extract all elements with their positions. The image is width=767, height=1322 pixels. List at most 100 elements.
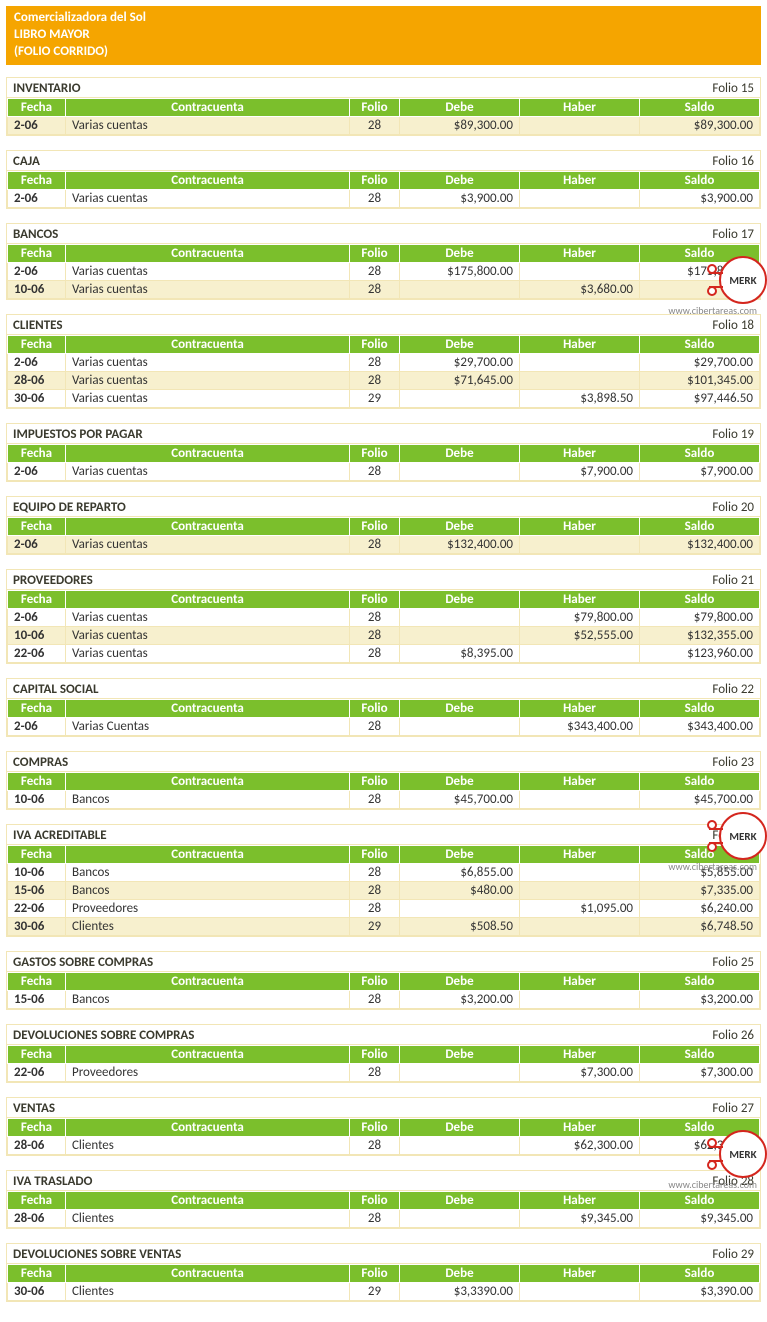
cell-saldo: $89,300.00 xyxy=(640,116,760,134)
ledger-account-name: DEVOLUCIONES SOBRE COMPRAS xyxy=(13,1028,194,1043)
column-header: Folio xyxy=(350,1191,400,1209)
cell-folio: 28 xyxy=(350,863,400,881)
ledger-table: FechaContracuentaFolioDebeHaberSaldo2-06… xyxy=(7,98,760,135)
column-header: Folio xyxy=(350,845,400,863)
column-header: Contracuenta xyxy=(66,335,350,353)
ledger-folio-label: Folio 27 xyxy=(712,1101,754,1116)
column-header: Fecha xyxy=(8,444,66,462)
ledger-section: CAJAFolio 16FechaContracuentaFolioDebeHa… xyxy=(6,150,761,209)
ledger-row: 22-06Varias cuentas28$8,395.00$123,960.0… xyxy=(8,644,760,662)
cell-contracuenta: Varias cuentas xyxy=(66,353,350,371)
cell-haber xyxy=(520,535,640,553)
cell-contracuenta: Varias cuentas xyxy=(66,262,350,280)
column-header: Saldo xyxy=(640,1191,760,1209)
column-header: Debe xyxy=(400,244,520,262)
ledger-folio-label: Folio 22 xyxy=(712,682,754,697)
ledger-section: COMPRASFolio 23FechaContracuentaFolioDeb… xyxy=(6,751,761,810)
ledger-folio-label: Folio 17 xyxy=(712,227,754,242)
document-header: Comercializadora del Sol LIBRO MAYOR (FO… xyxy=(6,6,761,65)
ledger-account-name: BANCOS xyxy=(13,227,58,242)
column-header: Haber xyxy=(520,517,640,535)
column-header: Contracuenta xyxy=(66,1118,350,1136)
cell-haber: $52,555.00 xyxy=(520,626,640,644)
cell-fecha: 28-06 xyxy=(8,1209,66,1227)
column-header: Contracuenta xyxy=(66,972,350,990)
column-header: Debe xyxy=(400,1118,520,1136)
column-header: Saldo xyxy=(640,1045,760,1063)
ledger-title-bar: CLIENTESFolio 18 xyxy=(7,315,760,335)
ledger-title-bar: GASTOS SOBRE COMPRASFolio 25 xyxy=(7,952,760,972)
cell-folio: 28 xyxy=(350,644,400,662)
cell-folio: 28 xyxy=(350,280,400,298)
column-header: Haber xyxy=(520,1045,640,1063)
cell-haber xyxy=(520,990,640,1008)
report-title: LIBRO MAYOR xyxy=(14,27,753,44)
column-header: Haber xyxy=(520,699,640,717)
ledger-row: 22-06Proveedores28$1,095.00$6,240.00 xyxy=(8,899,760,917)
cell-saldo: $3,200.00 xyxy=(640,990,760,1008)
ledger-table: FechaContracuentaFolioDebeHaberSaldo2-06… xyxy=(7,171,760,208)
cell-saldo: $7,900.00 xyxy=(640,462,760,480)
column-header: Saldo xyxy=(640,335,760,353)
ledger-folio-label: Folio 26 xyxy=(712,1028,754,1043)
column-header: Haber xyxy=(520,772,640,790)
ledger-row: 22-06Proveedores28$7,300.00$7,300.00 xyxy=(8,1063,760,1081)
column-header: Haber xyxy=(520,845,640,863)
cell-debe xyxy=(400,626,520,644)
column-header: Haber xyxy=(520,972,640,990)
ledger-row: 28-06Varias cuentas28$71,645.00$101,345.… xyxy=(8,371,760,389)
column-header: Saldo xyxy=(640,590,760,608)
cell-contracuenta: Varias cuentas xyxy=(66,189,350,207)
cell-debe: $89,300.00 xyxy=(400,116,520,134)
column-header: Fecha xyxy=(8,1118,66,1136)
cell-debe xyxy=(400,1209,520,1227)
cell-fecha: 2-06 xyxy=(8,353,66,371)
column-header: Fecha xyxy=(8,1191,66,1209)
cell-haber: $3,898.50 xyxy=(520,389,640,407)
column-header: Contracuenta xyxy=(66,699,350,717)
cell-saldo: $6,240.00 xyxy=(640,899,760,917)
cell-saldo: $6,748.50 xyxy=(640,917,760,935)
cell-fecha: 10-06 xyxy=(8,626,66,644)
column-header: Contracuenta xyxy=(66,1045,350,1063)
column-header: Debe xyxy=(400,171,520,189)
cell-fecha: 30-06 xyxy=(8,389,66,407)
ledger-section: PROVEEDORESFolio 21FechaContracuentaFoli… xyxy=(6,569,761,664)
column-header: Debe xyxy=(400,444,520,462)
ledger-account-name: PROVEEDORES xyxy=(13,573,93,588)
cell-folio: 29 xyxy=(350,917,400,935)
column-header: Haber xyxy=(520,1264,640,1282)
cell-debe: $29,700.00 xyxy=(400,353,520,371)
column-header: Fecha xyxy=(8,335,66,353)
ledger-row: 10-06Varias cuentas28$52,555.00$132,355.… xyxy=(8,626,760,644)
ledger-title-bar: IVA TRASLADOFolio 28 xyxy=(7,1171,760,1191)
cell-haber xyxy=(520,371,640,389)
cell-contracuenta: Clientes xyxy=(66,917,350,935)
cell-fecha: 10-06 xyxy=(8,863,66,881)
column-header: Saldo xyxy=(640,845,760,863)
cell-haber xyxy=(520,189,640,207)
cell-saldo: $3,390.00 xyxy=(640,1282,760,1300)
cell-contracuenta: Bancos xyxy=(66,863,350,881)
cell-haber xyxy=(520,1282,640,1300)
cell-debe xyxy=(400,1136,520,1154)
cell-saldo xyxy=(640,280,760,298)
cell-fecha: 30-06 xyxy=(8,1282,66,1300)
cell-folio: 28 xyxy=(350,717,400,735)
cell-fecha: 22-06 xyxy=(8,644,66,662)
ledger-folio-label: Folio 23 xyxy=(712,755,754,770)
column-header: Fecha xyxy=(8,1264,66,1282)
column-header: Folio xyxy=(350,444,400,462)
cell-debe: $3,200.00 xyxy=(400,990,520,1008)
cell-saldo: $9,345.00 xyxy=(640,1209,760,1227)
ledger-folio-label: Folio 20 xyxy=(712,500,754,515)
ledger-row: 2-06Varias cuentas28$132,400.00$132,400.… xyxy=(8,535,760,553)
column-header: Debe xyxy=(400,98,520,116)
column-header: Debe xyxy=(400,335,520,353)
cell-haber xyxy=(520,644,640,662)
ledger-section: GASTOS SOBRE COMPRASFolio 25FechaContrac… xyxy=(6,951,761,1010)
cell-saldo: $132,400.00 xyxy=(640,535,760,553)
ledger-section: INVENTARIOFolio 15FechaContracuentaFolio… xyxy=(6,77,761,136)
cell-contracuenta: Varias cuentas xyxy=(66,389,350,407)
ledger-folio-label: Folio 15 xyxy=(712,81,754,96)
